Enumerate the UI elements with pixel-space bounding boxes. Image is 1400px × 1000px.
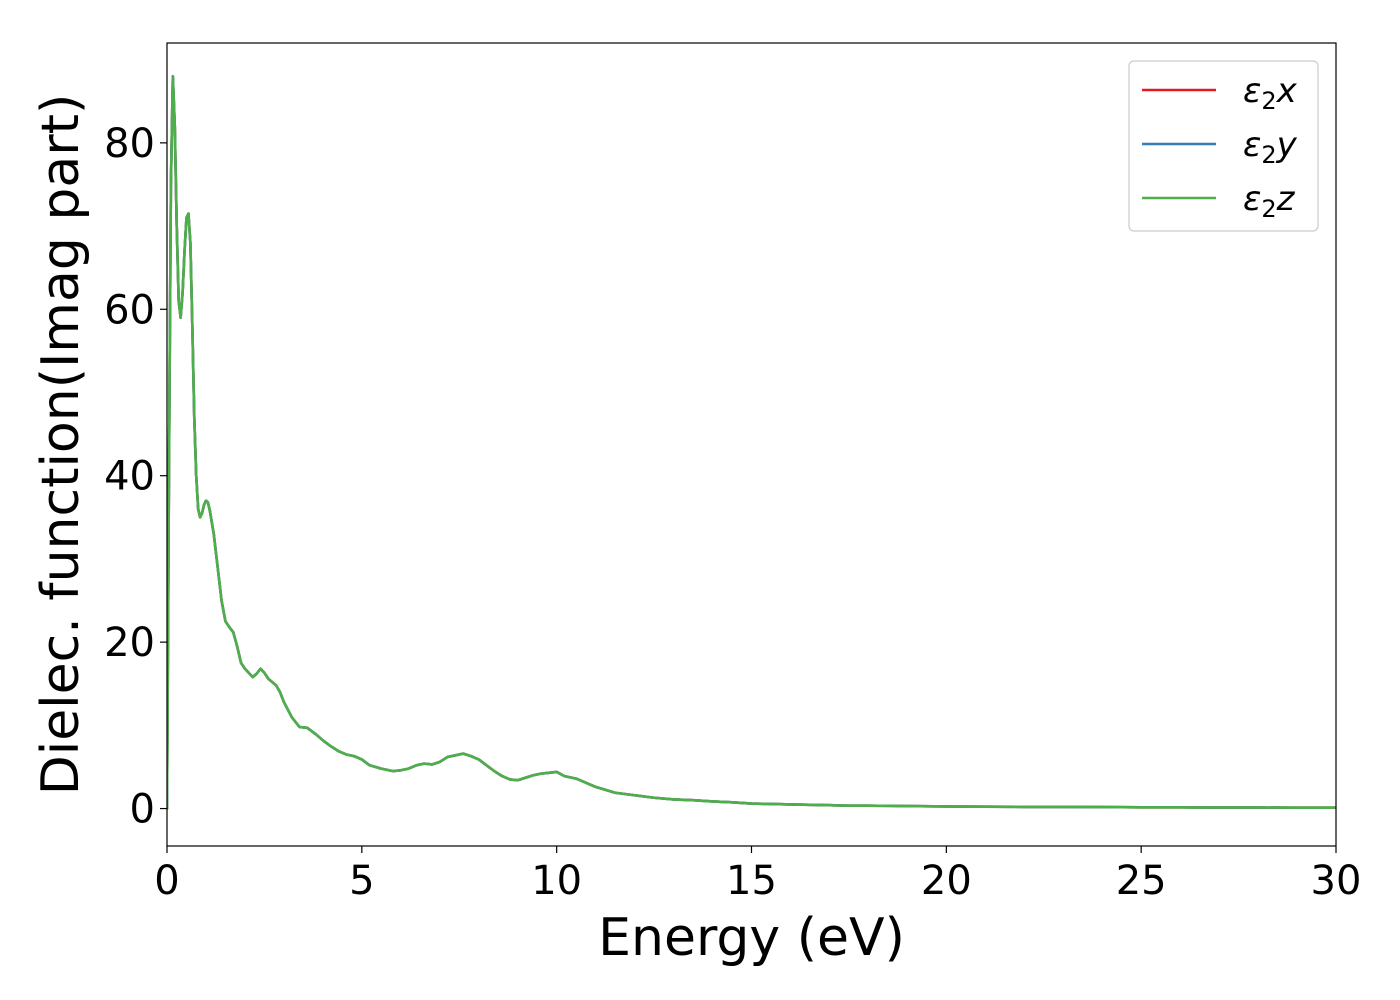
plot-area xyxy=(167,74,1336,810)
legend-label-z: ε2z xyxy=(1243,179,1296,223)
legend-label-y: ε2y xyxy=(1243,125,1298,169)
x-axis-label: Energy (eV) xyxy=(598,908,905,968)
y-axis-ticks: 0 20 40 60 80 xyxy=(104,121,167,833)
x-tick-label: 10 xyxy=(531,858,582,904)
x-tick-label: 20 xyxy=(921,858,972,904)
y-tick-label: 20 xyxy=(104,620,155,666)
x-tick-label: 25 xyxy=(1116,858,1167,904)
y-tick-label: 80 xyxy=(104,121,155,167)
legend: ε2x ε2y ε2z xyxy=(1128,60,1319,232)
legend-label-x: ε2x xyxy=(1243,71,1298,115)
legend-box xyxy=(1128,60,1319,232)
y-tick-label: 40 xyxy=(104,454,155,500)
x-tick-label: 30 xyxy=(1311,858,1362,904)
x-tick-label: 0 xyxy=(154,858,179,904)
y-axis-label: Dielec. function(Imag part) xyxy=(31,94,91,796)
x-tick-label: 5 xyxy=(349,858,374,904)
x-axis-ticks: 0 5 10 15 20 25 30 xyxy=(154,846,1361,904)
y-tick-label: 60 xyxy=(104,287,155,333)
x-tick-label: 15 xyxy=(726,858,777,904)
series-line-z xyxy=(167,74,1336,810)
y-tick-label: 0 xyxy=(130,787,155,833)
plot-frame xyxy=(166,42,1337,847)
